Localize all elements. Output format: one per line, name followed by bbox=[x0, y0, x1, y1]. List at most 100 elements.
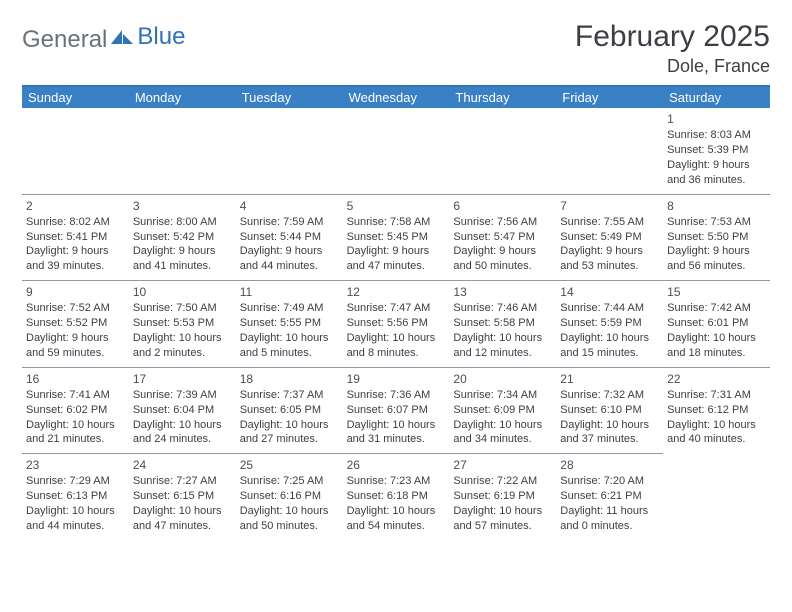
weekday-col: Saturday bbox=[663, 87, 770, 108]
day-number: 15 bbox=[667, 284, 766, 300]
calendar-cell: 22Sunrise: 7:31 AMSunset: 6:12 PMDayligh… bbox=[663, 367, 770, 454]
sunrise-text: Sunrise: 7:50 AM bbox=[133, 301, 232, 316]
calendar-cell: 2Sunrise: 8:02 AMSunset: 5:41 PMDaylight… bbox=[22, 194, 129, 281]
sunrise-text: Sunrise: 7:55 AM bbox=[560, 215, 659, 230]
daylight-text: Daylight: 10 hours and 12 minutes. bbox=[453, 331, 552, 361]
sunrise-text: Sunrise: 7:29 AM bbox=[26, 474, 125, 489]
calendar-cell: 3Sunrise: 8:00 AMSunset: 5:42 PMDaylight… bbox=[129, 194, 236, 281]
calendar-cell-empty bbox=[236, 108, 343, 194]
daylight-text: Daylight: 10 hours and 37 minutes. bbox=[560, 418, 659, 448]
sunrise-text: Sunrise: 7:32 AM bbox=[560, 388, 659, 403]
daylight-text: Daylight: 10 hours and 44 minutes. bbox=[26, 504, 125, 534]
sunset-text: Sunset: 6:09 PM bbox=[453, 403, 552, 418]
calendar-page: General Blue February 2025 Dole, France … bbox=[0, 0, 792, 560]
calendar-cell: 15Sunrise: 7:42 AMSunset: 6:01 PMDayligh… bbox=[663, 280, 770, 367]
sunrise-text: Sunrise: 7:44 AM bbox=[560, 301, 659, 316]
calendar-cell-empty bbox=[22, 108, 129, 194]
daylight-text: Daylight: 9 hours and 53 minutes. bbox=[560, 244, 659, 274]
weekday-col: Tuesday bbox=[236, 87, 343, 108]
weekday-col: Wednesday bbox=[343, 87, 450, 108]
sunrise-text: Sunrise: 7:41 AM bbox=[26, 388, 125, 403]
sunrise-text: Sunrise: 8:03 AM bbox=[667, 128, 766, 143]
calendar-cell: 12Sunrise: 7:47 AMSunset: 5:56 PMDayligh… bbox=[343, 280, 450, 367]
daylight-text: Daylight: 10 hours and 31 minutes. bbox=[347, 418, 446, 448]
calendar-cell: 17Sunrise: 7:39 AMSunset: 6:04 PMDayligh… bbox=[129, 367, 236, 454]
day-number: 8 bbox=[667, 198, 766, 214]
sunset-text: Sunset: 5:50 PM bbox=[667, 230, 766, 245]
sunrise-text: Sunrise: 7:23 AM bbox=[347, 474, 446, 489]
sunset-text: Sunset: 6:01 PM bbox=[667, 316, 766, 331]
day-number: 22 bbox=[667, 371, 766, 387]
calendar-cell: 16Sunrise: 7:41 AMSunset: 6:02 PMDayligh… bbox=[22, 367, 129, 454]
day-number: 12 bbox=[347, 284, 446, 300]
calendar-cell: 27Sunrise: 7:22 AMSunset: 6:19 PMDayligh… bbox=[449, 453, 556, 540]
sunset-text: Sunset: 5:49 PM bbox=[560, 230, 659, 245]
month-title: February 2025 bbox=[575, 20, 770, 54]
sunrise-text: Sunrise: 7:20 AM bbox=[560, 474, 659, 489]
daylight-text: Daylight: 9 hours and 41 minutes. bbox=[133, 244, 232, 274]
day-number: 24 bbox=[133, 457, 232, 473]
sunset-text: Sunset: 6:07 PM bbox=[347, 403, 446, 418]
sunrise-text: Sunrise: 7:53 AM bbox=[667, 215, 766, 230]
brand-logo: General Blue bbox=[22, 20, 185, 54]
sunset-text: Sunset: 5:59 PM bbox=[560, 316, 659, 331]
calendar-cell: 11Sunrise: 7:49 AMSunset: 5:55 PMDayligh… bbox=[236, 280, 343, 367]
daylight-text: Daylight: 9 hours and 56 minutes. bbox=[667, 244, 766, 274]
sunset-text: Sunset: 6:21 PM bbox=[560, 489, 659, 504]
daylight-text: Daylight: 11 hours and 0 minutes. bbox=[560, 504, 659, 534]
sunrise-text: Sunrise: 7:59 AM bbox=[240, 215, 339, 230]
calendar: SundayMondayTuesdayWednesdayThursdayFrid… bbox=[22, 85, 770, 540]
weekday-col: Sunday bbox=[22, 87, 129, 108]
day-number: 5 bbox=[347, 198, 446, 214]
sunrise-text: Sunrise: 7:34 AM bbox=[453, 388, 552, 403]
sunset-text: Sunset: 5:52 PM bbox=[26, 316, 125, 331]
daylight-text: Daylight: 10 hours and 40 minutes. bbox=[667, 418, 766, 448]
day-number: 4 bbox=[240, 198, 339, 214]
brand-text-1: General bbox=[22, 26, 107, 54]
day-number: 14 bbox=[560, 284, 659, 300]
sunset-text: Sunset: 5:55 PM bbox=[240, 316, 339, 331]
day-number: 27 bbox=[453, 457, 552, 473]
daylight-text: Daylight: 9 hours and 50 minutes. bbox=[453, 244, 552, 274]
calendar-cell: 9Sunrise: 7:52 AMSunset: 5:52 PMDaylight… bbox=[22, 280, 129, 367]
daylight-text: Daylight: 10 hours and 8 minutes. bbox=[347, 331, 446, 361]
day-number: 11 bbox=[240, 284, 339, 300]
day-number: 25 bbox=[240, 457, 339, 473]
sunset-text: Sunset: 5:41 PM bbox=[26, 230, 125, 245]
day-number: 3 bbox=[133, 198, 232, 214]
day-number: 26 bbox=[347, 457, 446, 473]
brand-text-2: Blue bbox=[137, 23, 185, 51]
sunrise-text: Sunrise: 7:27 AM bbox=[133, 474, 232, 489]
daylight-text: Daylight: 10 hours and 15 minutes. bbox=[560, 331, 659, 361]
calendar-cell: 25Sunrise: 7:25 AMSunset: 6:16 PMDayligh… bbox=[236, 453, 343, 540]
sunrise-text: Sunrise: 7:37 AM bbox=[240, 388, 339, 403]
daylight-text: Daylight: 10 hours and 24 minutes. bbox=[133, 418, 232, 448]
calendar-cell: 20Sunrise: 7:34 AMSunset: 6:09 PMDayligh… bbox=[449, 367, 556, 454]
sunrise-text: Sunrise: 7:39 AM bbox=[133, 388, 232, 403]
location: Dole, France bbox=[575, 56, 770, 77]
sunset-text: Sunset: 5:47 PM bbox=[453, 230, 552, 245]
sunrise-text: Sunrise: 8:02 AM bbox=[26, 215, 125, 230]
daylight-text: Daylight: 10 hours and 5 minutes. bbox=[240, 331, 339, 361]
sunset-text: Sunset: 6:10 PM bbox=[560, 403, 659, 418]
sunrise-text: Sunrise: 7:58 AM bbox=[347, 215, 446, 230]
calendar-cell-empty bbox=[449, 108, 556, 194]
calendar-cell: 14Sunrise: 7:44 AMSunset: 5:59 PMDayligh… bbox=[556, 280, 663, 367]
day-number: 17 bbox=[133, 371, 232, 387]
sunrise-text: Sunrise: 8:00 AM bbox=[133, 215, 232, 230]
title-block: February 2025 Dole, France bbox=[575, 20, 770, 77]
calendar-cell-empty bbox=[556, 108, 663, 194]
daylight-text: Daylight: 10 hours and 34 minutes. bbox=[453, 418, 552, 448]
sail-icon bbox=[111, 30, 133, 48]
weekday-col: Thursday bbox=[449, 87, 556, 108]
daylight-text: Daylight: 9 hours and 39 minutes. bbox=[26, 244, 125, 274]
calendar-cell: 23Sunrise: 7:29 AMSunset: 6:13 PMDayligh… bbox=[22, 453, 129, 540]
sunset-text: Sunset: 5:56 PM bbox=[347, 316, 446, 331]
daylight-text: Daylight: 9 hours and 36 minutes. bbox=[667, 158, 766, 188]
calendar-cell: 6Sunrise: 7:56 AMSunset: 5:47 PMDaylight… bbox=[449, 194, 556, 281]
daylight-text: Daylight: 9 hours and 59 minutes. bbox=[26, 331, 125, 361]
daylight-text: Daylight: 10 hours and 18 minutes. bbox=[667, 331, 766, 361]
sunset-text: Sunset: 6:02 PM bbox=[26, 403, 125, 418]
daylight-text: Daylight: 10 hours and 47 minutes. bbox=[133, 504, 232, 534]
calendar-cell-empty bbox=[343, 108, 450, 194]
